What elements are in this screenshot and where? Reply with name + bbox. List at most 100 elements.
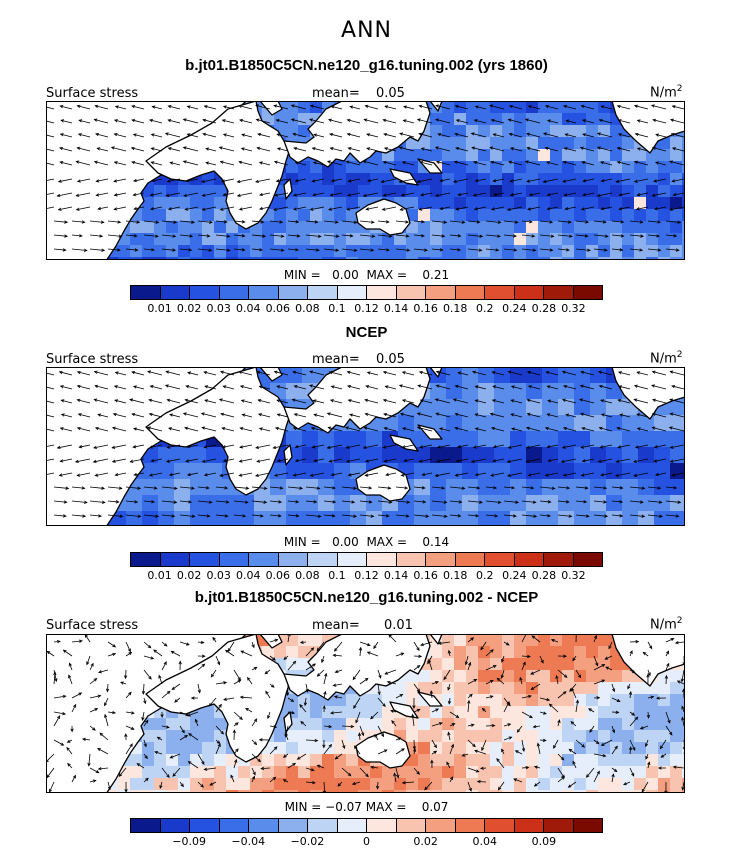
panel-3-minmax: MIN = −0.07 MAX = 0.07 (284, 800, 449, 814)
colorbar-swatch (131, 819, 161, 832)
panel-1-map (46, 101, 685, 260)
colorbar-swatch (514, 819, 544, 832)
colorbar-tick-label: 0.14 (383, 569, 409, 582)
panel-2-variable-label: Surface stress (46, 352, 139, 367)
colorbar-tick-label: 0.32 (561, 569, 586, 582)
colorbar-tick-label: 0.01 (147, 569, 172, 582)
colorbar-swatch (219, 286, 249, 299)
panel-1-variable-label: Surface stress (46, 86, 139, 101)
colorbar-swatch (337, 286, 367, 299)
panel-2-title: NCEP (345, 324, 388, 341)
colorbar-swatch (544, 819, 574, 832)
colorbar-tick-label: 0.2 (476, 569, 494, 582)
colorbar-swatch (455, 286, 485, 299)
colorbar-tick-label: 0.28 (531, 569, 557, 582)
colorbar-tick-label: 0.06 (265, 302, 291, 315)
colorbar-swatch (190, 819, 220, 832)
colorbar-swatch (308, 286, 338, 299)
colorbar-swatch (160, 553, 190, 566)
colorbar-swatch (131, 286, 161, 299)
colorbar-swatch (396, 553, 426, 566)
panel-1-colorbar-ticks: 0.01 0.02 0.03 0.04 0.06 0.08 0.1 0.12 0.14 0.16 0… (130, 302, 603, 316)
panel-3-units: N/m2 (650, 616, 683, 633)
colorbar-swatch (249, 553, 279, 566)
colorbar-tick-label: 0.24 (502, 302, 527, 315)
colorbar-swatch (219, 553, 249, 566)
panel-1-colorbar (130, 285, 603, 300)
panel-2-minmax: MIN = 0.00 MAX = 0.14 (283, 535, 450, 549)
colorbar-tick-label: 0.03 (206, 302, 231, 315)
colorbar-tick-label: 0.08 (295, 569, 320, 582)
colorbar-swatch (278, 553, 308, 566)
colorbar-tick-label: 0.24 (502, 569, 527, 582)
colorbar-swatch (160, 819, 190, 832)
colorbar-tick-label: −0.04 (231, 835, 266, 848)
colorbar-tick-label: 0.08 (295, 302, 320, 315)
panel-2-colorbar (130, 552, 603, 567)
colorbar-tick-label: 0 (363, 835, 370, 848)
colorbar-swatch (219, 819, 249, 832)
panel-3-title: b.jt01.B1850C5CN.ne120_g16.tuning.002 - … (194, 589, 539, 606)
colorbar-swatch (455, 819, 485, 832)
colorbar-swatch (249, 286, 279, 299)
colorbar-tick-label: 0.02 (176, 302, 202, 315)
colorbar-swatch (485, 553, 515, 566)
colorbar-tick-label: 0.04 (472, 835, 498, 848)
colorbar-swatch (396, 819, 426, 832)
colorbar-swatch (426, 819, 456, 832)
panel-1-mean-value: 0.05 (376, 86, 405, 101)
map-frame (46, 634, 685, 793)
colorbar-tick-label: 0.02 (413, 835, 438, 848)
colorbar-tick-label: 0.1 (328, 569, 346, 582)
colorbar-tick-label: 0.06 (265, 569, 291, 582)
map-frame (46, 101, 685, 260)
panel-2-units: N/m2 (650, 350, 683, 367)
colorbar-tick-label: 0.14 (383, 302, 409, 315)
main-title: ANN (341, 18, 392, 43)
panel-3-mean-label: mean= (312, 618, 360, 633)
colorbar-tick-label: −0.09 (172, 835, 206, 848)
colorbar-tick-label: 0.2 (476, 302, 494, 315)
panel-3-map (46, 634, 685, 793)
colorbar-swatch (190, 553, 220, 566)
stress-vectors (46, 104, 685, 252)
colorbar-swatch (190, 286, 220, 299)
colorbar-swatch (278, 286, 308, 299)
colorbar-swatch (160, 286, 190, 299)
colorbar-swatch (514, 553, 544, 566)
panel-1-title: b.jt01.B1850C5CN.ne120_g16.tuning.002 (y… (185, 57, 548, 74)
colorbar-swatch (308, 819, 338, 832)
colorbar-swatch (337, 553, 367, 566)
colorbar-tick-label: −0.02 (290, 835, 325, 848)
map-frame (46, 367, 685, 526)
colorbar-tick-label: 0.12 (354, 302, 379, 315)
colorbar-swatch (367, 286, 397, 299)
colorbar-swatch (485, 286, 515, 299)
panel-2-mean-label: mean= (312, 352, 360, 367)
panel-3-colorbar (130, 818, 603, 833)
panel-3-mean-value: 0.01 (384, 618, 413, 633)
colorbar-swatch (131, 553, 161, 566)
continents (46, 101, 685, 260)
colorbar-swatch (396, 286, 426, 299)
colorbar-tick-label: 0.03 (206, 569, 231, 582)
colorbar-tick-label: 0.04 (236, 569, 261, 582)
colorbar-tick-label: 0.16 (413, 569, 438, 582)
stress-vectors (46, 370, 685, 518)
colorbar-tick-label: 0.18 (442, 569, 468, 582)
colorbar-tick-label: 0.12 (354, 569, 379, 582)
colorbar-swatch (249, 819, 279, 832)
colorbar-swatch (485, 819, 515, 832)
colorbar-tick-label: 0.1 (328, 302, 346, 315)
colorbar-swatch (544, 286, 574, 299)
panel-2-map (46, 367, 685, 526)
colorbar-swatch (573, 286, 602, 299)
panel-1-units: N/m2 (650, 84, 683, 101)
continents (46, 634, 685, 793)
panel-2-colorbar-ticks: 0.01 0.02 0.03 0.04 0.06 0.08 0.1 0.12 0.14 0.16 0… (130, 569, 603, 583)
colorbar-tick-label: 0.01 (147, 302, 172, 315)
colorbar-tick-label: 0.04 (236, 302, 261, 315)
panel-3-colorbar-ticks: −0.09 −0.04 −0.02 0 0.02 0.04 0.09 (130, 835, 603, 849)
colorbar-swatch (573, 819, 602, 832)
colorbar-tick-label: 0.32 (561, 302, 586, 315)
